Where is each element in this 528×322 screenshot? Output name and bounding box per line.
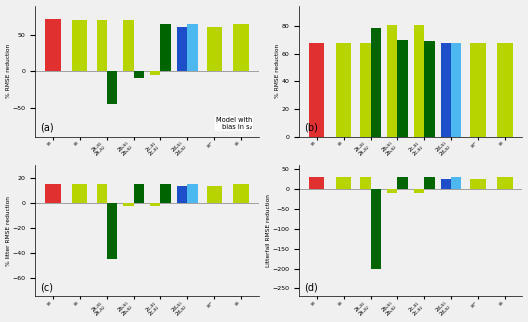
Bar: [72, 20, 88, 71]
Bar: [134, 71, 144, 79]
Bar: [451, 43, 461, 137]
Bar: [497, 177, 513, 189]
Bar: [414, 189, 425, 193]
Bar: [45, 19, 61, 71]
Bar: [398, 177, 408, 189]
Bar: [371, 28, 381, 137]
Bar: [124, 20, 134, 71]
Bar: [387, 25, 398, 137]
Bar: [414, 25, 425, 137]
Bar: [187, 24, 197, 71]
Bar: [150, 71, 161, 75]
Y-axis label: % RMSE reduction: % RMSE reduction: [6, 44, 11, 98]
Text: (a): (a): [40, 123, 53, 133]
Text: (c): (c): [40, 282, 53, 292]
Bar: [425, 42, 435, 137]
Bar: [233, 24, 249, 71]
Text: (d): (d): [304, 282, 317, 292]
Bar: [107, 203, 117, 259]
Bar: [360, 43, 371, 137]
Bar: [497, 43, 513, 137]
Bar: [425, 177, 435, 189]
Bar: [97, 20, 107, 71]
Text: (b): (b): [304, 123, 318, 133]
Bar: [336, 177, 351, 189]
Bar: [161, 184, 171, 203]
Bar: [309, 177, 325, 189]
Bar: [97, 184, 107, 203]
Y-axis label: % RMSE reduction: % RMSE reduction: [275, 44, 280, 98]
Bar: [398, 40, 408, 137]
Bar: [451, 177, 461, 189]
Bar: [134, 184, 144, 203]
Bar: [387, 189, 398, 193]
Bar: [72, 184, 88, 203]
Bar: [309, 43, 325, 137]
Bar: [441, 43, 451, 137]
Bar: [124, 203, 134, 206]
Bar: [470, 43, 486, 137]
Y-axis label: Litterfall RMSE reduction: Litterfall RMSE reduction: [266, 194, 270, 267]
Bar: [206, 186, 222, 203]
Bar: [360, 177, 371, 189]
Bar: [206, 27, 222, 71]
Y-axis label: % litter RMSE reduction: % litter RMSE reduction: [6, 196, 11, 266]
Bar: [233, 184, 249, 203]
Text: Model with
bias in s₂: Model with bias in s₂: [215, 117, 252, 130]
Bar: [177, 27, 187, 71]
Bar: [161, 24, 171, 71]
Bar: [45, 184, 61, 203]
Bar: [441, 179, 451, 189]
Bar: [371, 189, 381, 269]
Bar: [336, 43, 351, 137]
Bar: [107, 71, 117, 104]
Bar: [187, 184, 197, 203]
Bar: [150, 203, 161, 206]
Bar: [177, 186, 187, 203]
Bar: [470, 179, 486, 189]
